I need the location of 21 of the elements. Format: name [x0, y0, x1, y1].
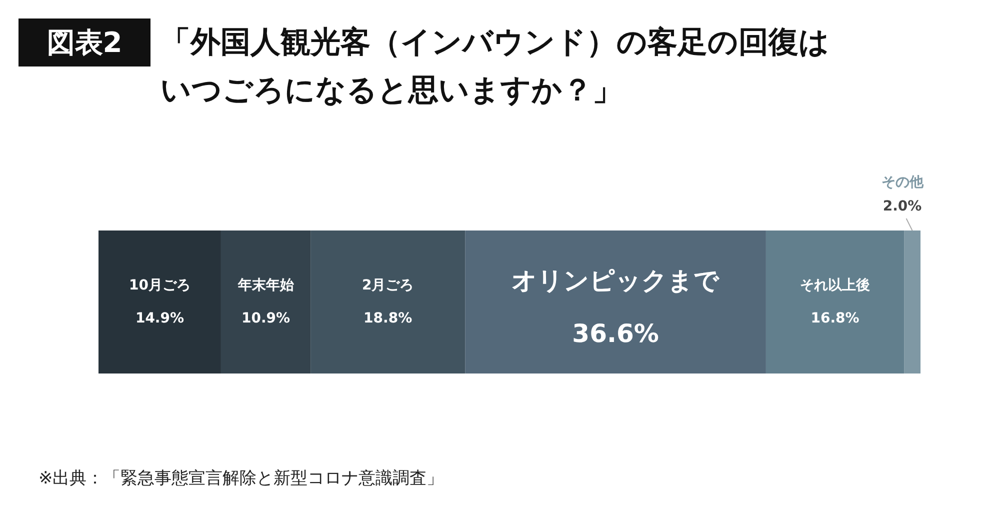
bar	[904, 230, 920, 374]
data-label: 16.8%	[810, 310, 860, 326]
data-label: 18.8%	[364, 310, 412, 326]
text: 図表2	[46, 26, 122, 59]
series-label: 2月ごろ	[362, 278, 414, 294]
data-label: 36.6%	[572, 319, 659, 348]
text: その他	[881, 174, 924, 190]
series-label: 10月ごろ	[129, 278, 190, 294]
series-label: それ以上後	[800, 278, 870, 294]
bar	[310, 230, 466, 374]
data-label: 14.9%	[135, 310, 184, 326]
data-label: 2.0%	[882, 198, 922, 214]
bar	[465, 230, 766, 374]
data-label: 10.9%	[241, 310, 290, 326]
chart-title: 「外国人観光客（インバウンド）の客足の回復はいつごろになると思いますか？」	[160, 25, 830, 108]
bar	[220, 230, 311, 374]
series-label: オリンピックまで	[512, 266, 721, 295]
bar	[98, 230, 221, 374]
bar	[766, 230, 904, 374]
series-label: 年末年始	[236, 278, 295, 294]
text: ※出典：「緊急事態宣言解除と新型コロナ意識調査」	[38, 468, 444, 488]
